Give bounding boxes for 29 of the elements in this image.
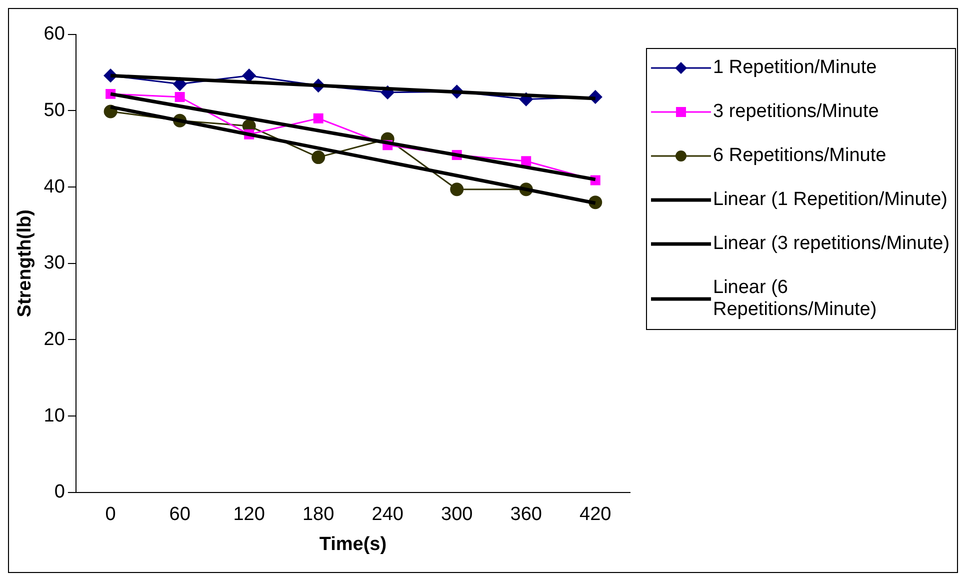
y-tick-label: 20 — [44, 328, 65, 350]
legend-label: Linear (1 Repetition/Minute) — [713, 189, 948, 211]
x-tick-label: 60 — [169, 504, 190, 526]
y-tick-label: 50 — [44, 100, 65, 121]
legend-label: 1 Repetition/Minute — [713, 57, 877, 79]
y-tick-label: 30 — [44, 252, 65, 274]
point — [521, 156, 532, 166]
point — [242, 68, 256, 82]
x-axis-title: Time(s) — [319, 534, 387, 555]
y-tick-label: 60 — [44, 24, 65, 45]
legend-label: 6 Repetitions/Minute — [713, 145, 886, 167]
x-tick-label: 0 — [105, 504, 116, 526]
x-tick-label: 300 — [441, 504, 473, 526]
y-tick-label: 0 — [54, 482, 65, 503]
point — [313, 113, 324, 124]
x-tick-label: 240 — [372, 504, 404, 526]
point — [450, 182, 464, 196]
x-tick-label: 420 — [580, 504, 612, 526]
point — [174, 92, 185, 102]
y-tick-label: 10 — [44, 405, 65, 426]
x-tick-label: 180 — [302, 504, 334, 526]
legend-label: 3 repetitions/Minute — [713, 101, 879, 123]
x-tick-label: 360 — [510, 504, 542, 526]
y-tick-label: 40 — [44, 176, 65, 198]
legend-label: Linear (3 repetitions/Minute) — [713, 233, 950, 255]
x-tick-label: 120 — [233, 504, 265, 526]
y-axis-title: Strength(lb) — [14, 210, 36, 318]
point — [312, 150, 326, 164]
legend-label: Linear (6 Repetitions/Minute) — [713, 277, 878, 321]
